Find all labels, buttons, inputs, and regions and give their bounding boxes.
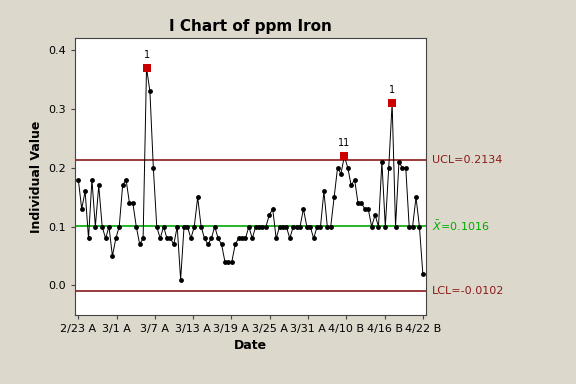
Text: $\bar{X}$=0.1016: $\bar{X}$=0.1016 xyxy=(432,218,490,233)
Text: UCL=0.2134: UCL=0.2134 xyxy=(432,155,502,165)
Text: 1: 1 xyxy=(389,86,395,96)
Title: I Chart of ppm Iron: I Chart of ppm Iron xyxy=(169,20,332,35)
Text: 11: 11 xyxy=(338,138,350,148)
Y-axis label: Individual Value: Individual Value xyxy=(29,121,43,233)
Text: LCL=-0.0102: LCL=-0.0102 xyxy=(432,286,505,296)
Text: 1: 1 xyxy=(143,50,150,60)
X-axis label: Date: Date xyxy=(234,339,267,353)
